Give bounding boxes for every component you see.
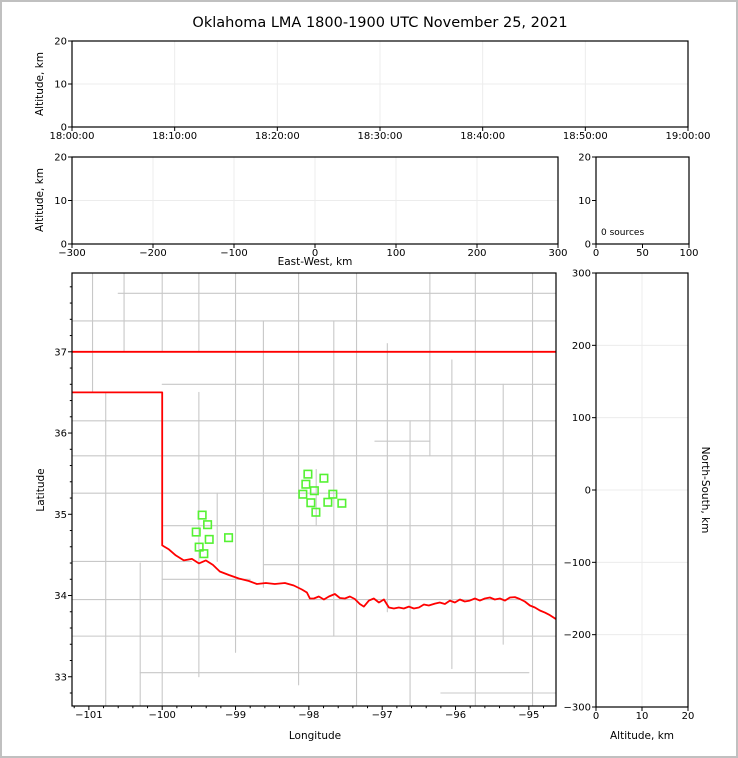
x-tick-label: 10 bbox=[636, 711, 649, 722]
x-tick-label: 100 bbox=[679, 248, 698, 259]
y-tick-label: 37 bbox=[54, 347, 67, 358]
y-tick-label: 10 bbox=[54, 80, 67, 91]
y-tick-label: 200 bbox=[572, 341, 591, 352]
x-tick-label: −101 bbox=[75, 710, 102, 721]
x-tick-label: −98 bbox=[298, 710, 319, 721]
x-tick-label: 0 bbox=[593, 711, 599, 722]
map-layer bbox=[72, 273, 556, 706]
x-tick-label: 18:10:00 bbox=[152, 131, 197, 142]
station-marker bbox=[306, 498, 316, 508]
eastwest-panel-ylabel: Altitude, km bbox=[34, 168, 46, 232]
station-marker bbox=[199, 549, 209, 559]
y-tick-label: 100 bbox=[572, 413, 591, 424]
y-tick-label: 20 bbox=[54, 37, 67, 48]
y-tick-label: 33 bbox=[54, 672, 67, 683]
ticks-layer: 18:00:00 18:10:00 18:20:00 18:30:00 18:40:00… bbox=[50, 37, 711, 723]
x-tick-label: 0 bbox=[593, 248, 599, 259]
y-tick-label: 35 bbox=[54, 510, 67, 521]
x-tick-label: −96 bbox=[445, 710, 466, 721]
station-marker bbox=[191, 527, 201, 537]
y-tick-label: −100 bbox=[564, 558, 591, 569]
x-tick-label: 18:50:00 bbox=[563, 131, 608, 142]
map-xlabel: Longitude bbox=[289, 730, 341, 742]
station-marker bbox=[204, 534, 214, 544]
y-tick-label: 10 bbox=[54, 196, 67, 207]
y-tick-label: −300 bbox=[564, 703, 591, 714]
station-marker bbox=[197, 510, 207, 520]
station-marker bbox=[337, 498, 347, 508]
station-marker bbox=[311, 507, 321, 517]
map-content bbox=[72, 273, 556, 706]
station-marker bbox=[203, 520, 213, 530]
x-tick-label: 50 bbox=[636, 248, 649, 259]
time-panel-ylabel: Altitude, km bbox=[34, 52, 46, 116]
panel-frame bbox=[71, 272, 557, 707]
x-tick-label: 18:40:00 bbox=[460, 131, 505, 142]
y-tick-label: 0 bbox=[585, 240, 591, 251]
station-marker bbox=[319, 473, 329, 483]
y-tick-label: 300 bbox=[572, 269, 591, 280]
gridlines-layer bbox=[72, 41, 688, 707]
x-tick-label: 300 bbox=[548, 248, 567, 259]
y-tick-label: 0 bbox=[585, 486, 591, 497]
y-tick-label: 34 bbox=[54, 591, 67, 602]
y-tick-label: 10 bbox=[578, 196, 591, 207]
state-border-south bbox=[72, 391, 556, 620]
station-marker bbox=[328, 489, 338, 499]
y-tick-label: 20 bbox=[54, 153, 67, 164]
figure-title: Oklahoma LMA 1800-1900 UTC November 25, … bbox=[192, 15, 567, 31]
x-tick-label: −300 bbox=[58, 248, 85, 259]
x-tick-label: −100 bbox=[148, 710, 175, 721]
station-marker bbox=[301, 479, 311, 489]
x-tick-label: −100 bbox=[220, 248, 247, 259]
y-tick-label: 20 bbox=[578, 153, 591, 164]
x-tick-label: 200 bbox=[467, 248, 486, 259]
sources-count-annotation: 0 sources bbox=[601, 228, 644, 238]
x-tick-label: 19:00:00 bbox=[666, 131, 711, 142]
y-tick-label: 0 bbox=[61, 240, 67, 251]
station-marker bbox=[194, 542, 204, 552]
x-tick-label: −200 bbox=[139, 248, 166, 259]
northsouth-panel-xlabel: Altitude, km bbox=[610, 730, 674, 742]
x-tick-label: 18:30:00 bbox=[358, 131, 403, 142]
station-marker bbox=[323, 497, 333, 507]
x-tick-label: 0 bbox=[312, 248, 318, 259]
x-tick-label: −99 bbox=[225, 710, 246, 721]
station-marker bbox=[224, 533, 234, 543]
northsouth-panel-right-ylabel: North-South, km bbox=[699, 447, 711, 534]
x-tick-label: −97 bbox=[372, 710, 393, 721]
station-marker bbox=[298, 489, 308, 499]
x-tick-label: 18:00:00 bbox=[50, 131, 95, 142]
y-tick-label: −200 bbox=[564, 630, 591, 641]
x-tick-label: 20 bbox=[682, 711, 695, 722]
x-tick-label: −95 bbox=[518, 710, 539, 721]
map-ylabel: Latitude bbox=[35, 468, 47, 511]
x-tick-label: 18:20:00 bbox=[255, 131, 300, 142]
y-tick-label: 36 bbox=[54, 429, 67, 440]
x-tick-label: 100 bbox=[386, 248, 405, 259]
station-marker bbox=[309, 486, 319, 496]
y-tick-label: 0 bbox=[61, 123, 67, 134]
eastwest-panel-xlabel: East-West, km bbox=[278, 256, 353, 268]
station-marker bbox=[303, 469, 313, 479]
